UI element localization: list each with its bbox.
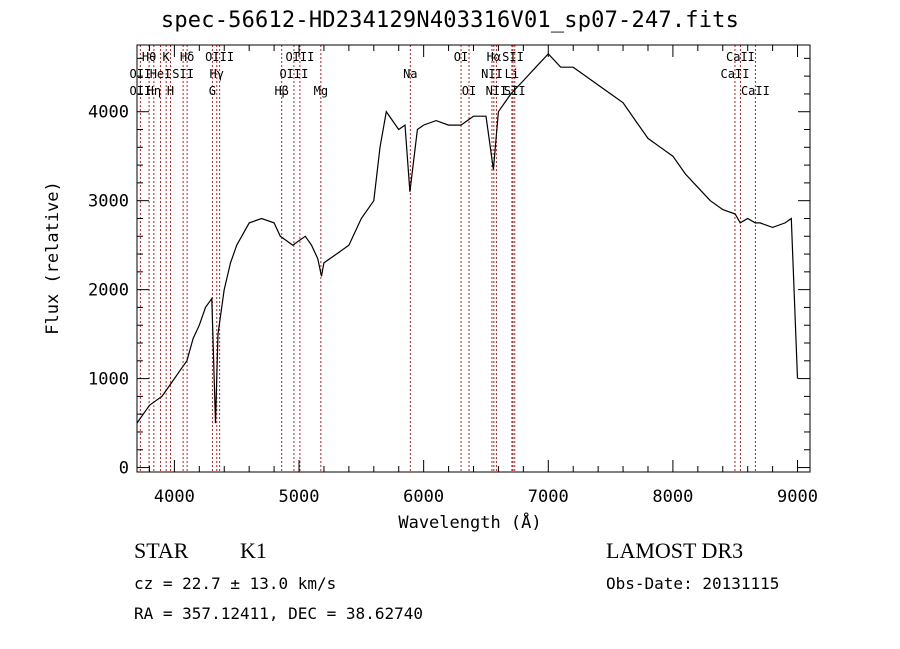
line-label: H <box>167 84 174 98</box>
coordinates: RA = 357.12411, DEC = 38.62740 <box>134 604 423 623</box>
y-axis: 0 1000 2000 3000 4000 <box>88 57 810 479</box>
spectrum-series-line <box>136 53 799 424</box>
line-label: CaII <box>726 50 755 64</box>
line-label: Hα <box>487 50 501 64</box>
chart-title: spec-56612-HD234129N403316V01_sp07-247.f… <box>160 8 740 33</box>
line-label: HeI <box>150 67 172 81</box>
line-label: NII <box>481 67 503 81</box>
line-label: OIII <box>205 50 234 64</box>
survey-name: LAMOST DR3 <box>606 538 744 563</box>
line-label: K <box>163 50 171 64</box>
line-label: Na <box>403 67 417 81</box>
line-label: Hβ <box>274 84 288 98</box>
line-label: OIII <box>279 67 308 81</box>
line-label: OII <box>130 84 152 98</box>
x-tick-label: 5000 <box>279 487 320 507</box>
cz-value: cz = 22.7 ± 13.0 km/s <box>134 574 337 593</box>
object-class: STAR <box>134 538 189 563</box>
obs-date: Obs-Date: 20131115 <box>606 574 780 593</box>
y-tick-label: 3000 <box>88 192 129 212</box>
line-label: G <box>209 84 216 98</box>
line-label: SII <box>504 84 526 98</box>
line-label: Hγ <box>210 67 224 81</box>
line-label: Hη <box>147 84 161 98</box>
x-tick-label: 9000 <box>777 487 818 507</box>
line-label: OII <box>130 67 152 81</box>
plot-frame <box>136 44 811 473</box>
line-label: Hθ <box>142 50 156 64</box>
y-tick-label: 0 <box>119 459 129 479</box>
x-axis-label: Wavelength (Å) <box>398 511 541 533</box>
subclass: K1 <box>240 538 267 563</box>
line-label: SII <box>502 50 524 64</box>
y-axis-label: Flux (relative) <box>43 181 63 335</box>
line-label: OI <box>454 50 468 64</box>
x-axis: 4000 5000 6000 7000 8000 9000 <box>148 45 818 507</box>
y-tick-label: 1000 <box>88 370 129 390</box>
line-label: CaII <box>741 84 770 98</box>
line-label: Li <box>505 67 519 81</box>
line-label: OIII <box>285 50 314 64</box>
line-label: OI <box>462 84 476 98</box>
x-tick-label: 6000 <box>403 487 444 507</box>
x-tick-label: 4000 <box>154 487 195 507</box>
line-label: Hδ <box>180 50 194 64</box>
line-label: NII <box>486 84 508 98</box>
line-markers-layer <box>139 45 756 472</box>
line-label: SII <box>172 67 194 81</box>
line-labels-layer: Hθ OII OII K HeI Hη Hδ SII H OIII Hγ G OIII OIII Hβ Mg N… <box>130 50 770 98</box>
line-label: CaII <box>721 67 750 81</box>
x-tick-label: 8000 <box>652 487 693 507</box>
line-label: Mg <box>314 84 328 98</box>
x-tick-label: 7000 <box>528 487 569 507</box>
y-tick-label: 4000 <box>88 103 129 123</box>
y-tick-label: 2000 <box>88 281 129 301</box>
